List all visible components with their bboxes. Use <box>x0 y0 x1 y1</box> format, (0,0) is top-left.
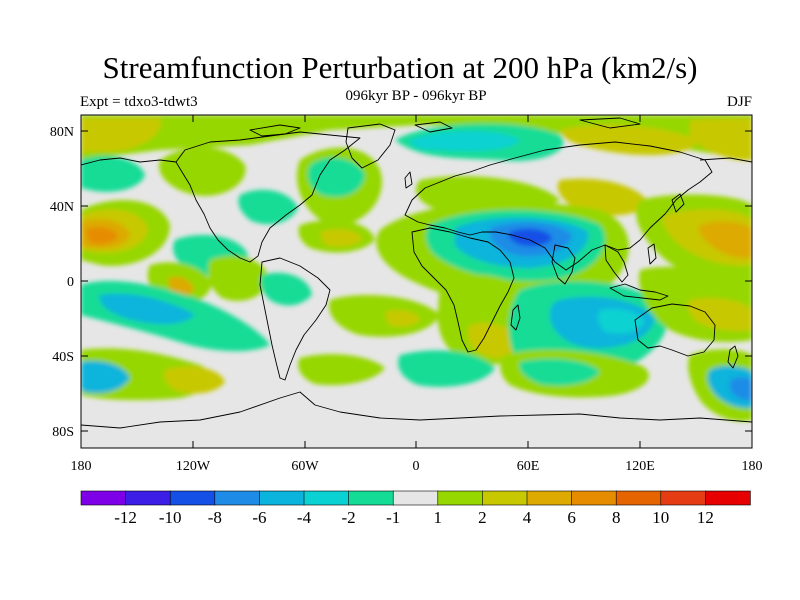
contour-region <box>85 227 118 244</box>
contour-region <box>690 118 752 161</box>
lon-tick-label: 180 <box>742 459 763 474</box>
contour-region <box>730 377 752 401</box>
lon-tick-label: 120W <box>176 459 211 474</box>
contour-region <box>687 298 752 331</box>
contour-region <box>560 124 700 156</box>
colorbar-swatch <box>303 490 350 506</box>
contour-region <box>557 178 650 216</box>
lat-tick-label: 40N <box>50 200 74 215</box>
lon-tick-label: 60E <box>517 459 540 474</box>
colorbar-label: 10 <box>652 508 669 527</box>
contour-fill-layer <box>81 115 752 422</box>
lat-tick-label: 80N <box>50 125 74 140</box>
contour-region <box>163 366 225 394</box>
colorbar-swatch <box>526 490 573 506</box>
contour-region <box>329 295 440 337</box>
contour-region <box>81 155 145 192</box>
contour-region <box>385 309 420 327</box>
contour-region <box>159 147 246 196</box>
colorbar-label: -4 <box>297 508 312 527</box>
coastline-new-zealand <box>727 345 739 369</box>
colorbar-label: -10 <box>159 508 182 527</box>
coastline-india <box>551 244 576 285</box>
colorbar-swatch <box>80 490 127 506</box>
coastline-north-america <box>175 131 361 263</box>
coastline-australia <box>634 303 716 357</box>
colorbar-swatch <box>214 490 261 506</box>
contour-region <box>519 358 600 386</box>
coastline-madagascar <box>510 304 521 331</box>
lon-tick-label: 0 <box>413 459 420 474</box>
lat-tick-label: 0 <box>67 275 74 290</box>
contour-region <box>238 189 298 225</box>
coastlines <box>81 117 752 429</box>
colorbar-label: 4 <box>523 508 532 527</box>
contour-region <box>99 293 195 324</box>
colorbar-label: -2 <box>342 508 356 527</box>
colorbar-swatch <box>437 490 484 506</box>
contour-region <box>320 229 362 247</box>
contour-region <box>81 118 161 152</box>
contour-region <box>168 276 194 297</box>
contour-region <box>298 354 385 386</box>
colorbar-swatch <box>125 490 171 506</box>
colorbar-swatch <box>571 490 617 506</box>
coastline-japan <box>671 193 685 213</box>
colorbar-label: -1 <box>386 508 400 527</box>
contour-region <box>81 360 130 394</box>
plot-title: Streamfunction Perturbation at 200 hPa (… <box>102 50 698 85</box>
contour-region <box>260 272 312 306</box>
contour-region <box>698 221 752 259</box>
lon-axis: 180 120W 60W 0 60E 120E 180 <box>71 115 763 474</box>
lat-axis: 80N 40N 0 40S 80S <box>50 125 752 440</box>
lon-tick-label: 180 <box>71 459 92 474</box>
colorbar-swatch <box>392 490 439 506</box>
colorbar-label: -12 <box>114 508 137 527</box>
coastline-antarctica <box>81 391 752 429</box>
colorbar-label: 12 <box>697 508 714 527</box>
colorbar-label: -6 <box>252 508 266 527</box>
season-label: DJF <box>726 94 752 110</box>
contour-region <box>398 350 495 387</box>
coastline-arctic-islands <box>249 117 641 137</box>
experiment-label: Expt = tdxo3-tdwt3 <box>80 94 198 110</box>
colorbar-label: 2 <box>478 508 487 527</box>
plot-subtitle: 096kyr BP - 096kyr BP <box>345 88 487 104</box>
colorbar: -12 -10 -8 -6 -4 -2 -1 1 2 4 6 8 10 12 <box>80 490 751 527</box>
coastline-uk <box>404 171 413 189</box>
contour-region <box>307 157 365 197</box>
contour-region <box>597 308 645 334</box>
colorbar-label: 6 <box>567 508 576 527</box>
colorbar-swatch <box>615 490 662 506</box>
contour-region <box>508 228 552 246</box>
lon-tick-label: 60W <box>291 459 319 474</box>
contour-region <box>410 131 520 151</box>
coastline-se-asia <box>604 244 629 283</box>
colorbar-swatch <box>482 490 528 506</box>
colorbar-swatch <box>348 490 394 506</box>
coastline-east-asia-n <box>699 157 752 163</box>
colorbar-label: -8 <box>208 508 222 527</box>
map-panel <box>81 115 752 448</box>
coastline-europe-asia <box>404 141 713 271</box>
colorbar-label: 1 <box>434 508 443 527</box>
lon-tick-label: 120E <box>625 459 655 474</box>
colorbar-swatch <box>705 490 751 506</box>
lat-tick-label: 80S <box>52 425 74 440</box>
coastline-philippines <box>647 243 657 265</box>
colorbar-label: 8 <box>612 508 621 527</box>
colorbar-swatch <box>169 490 216 506</box>
colorbar-swatch <box>660 490 707 506</box>
lat-tick-label: 40S <box>52 350 74 365</box>
colorbar-swatch <box>259 490 305 506</box>
coastline-greenland <box>345 123 396 169</box>
coastline-south-america <box>259 257 331 381</box>
coastline-indonesia <box>609 283 669 301</box>
coastline-alaska <box>81 157 177 166</box>
coastline-africa <box>411 227 515 353</box>
contour-region <box>208 255 270 301</box>
